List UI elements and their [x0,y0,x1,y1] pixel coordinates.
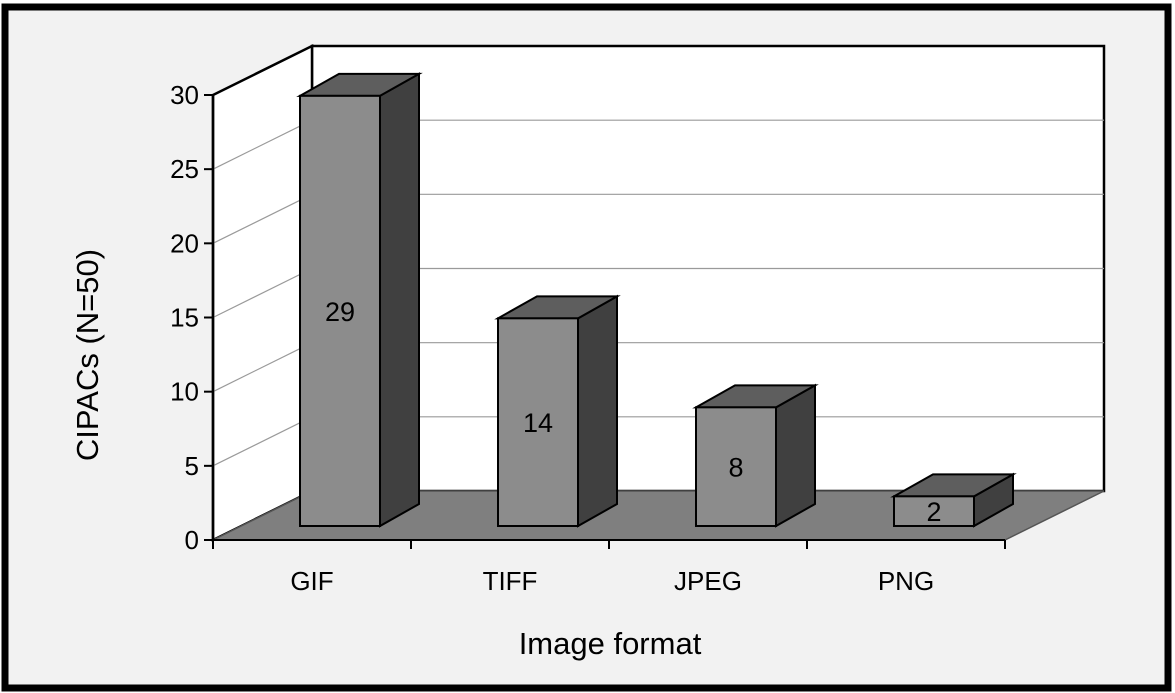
x-tick-label: PNG [878,566,934,596]
y-tick-label: 20 [170,228,199,258]
data-label: 14 [523,408,553,438]
bar-side [379,72,420,528]
bar-tiff [494,294,621,528]
y-tick-label: 15 [170,303,199,333]
bar-side [775,383,816,528]
labels: 29 GIF 14 TIFF 8 JPEG 2 PNG [290,297,941,596]
x-axis-title: Image format [519,626,702,661]
y-tick-label: 10 [170,377,199,407]
x-tick-label: JPEG [674,566,742,596]
bar-front [497,317,579,528]
y-tick-label: 0 [185,525,199,555]
bar-jpeg [692,383,819,528]
bars [296,72,1017,528]
bar-gif [296,72,423,528]
bar-front [893,495,975,528]
y-tick-label: 25 [170,154,199,184]
bar-png [890,472,1017,528]
gridline-side [212,267,313,319]
x-tick-label: GIF [290,566,333,596]
bar-side [577,294,618,528]
gridline-side [212,342,313,393]
data-label: 8 [728,453,743,483]
y-axis-title: CIPACs (N=50) [70,249,105,461]
bar-front [695,406,777,528]
gridline-side [212,193,313,244]
gridline-side [212,119,313,170]
y-tick-label: 30 [170,80,199,110]
data-label: 29 [325,297,355,327]
x-tick-label: TIFF [483,566,538,596]
bar-front [299,94,381,527]
y-tick-label: 5 [185,451,199,481]
gridline-side [212,416,313,467]
axes: 0 5 10 15 20 25 30 [170,80,1006,555]
data-label: 2 [926,497,941,527]
